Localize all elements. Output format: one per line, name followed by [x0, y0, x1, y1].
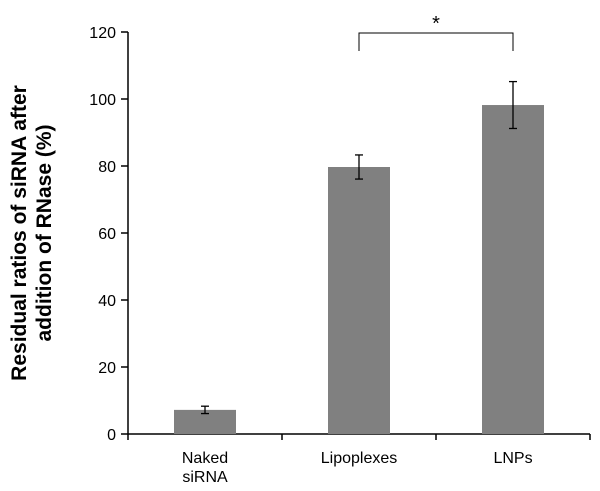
- y-axis: 0 20 40 60 80 100 120: [89, 25, 129, 444]
- significance-bracket: *: [358, 13, 514, 51]
- significance-line: [358, 32, 514, 51]
- error-bar: [355, 154, 363, 180]
- y-tick-label: 120: [89, 25, 116, 42]
- significance-label: *: [432, 13, 440, 35]
- x-tick-label: LNPs: [493, 450, 532, 467]
- y-axis-title: Residual ratios of siRNA afteraddition o…: [8, 85, 56, 381]
- y-axis-label: Residual ratios of siRNA afteraddition o…: [8, 85, 56, 381]
- y-tick-label: 80: [98, 159, 116, 176]
- error-bars: [201, 80, 517, 415]
- bars: [174, 105, 544, 434]
- bar: [328, 167, 390, 434]
- y-tick-label: 100: [89, 92, 116, 109]
- x-tick-label: Lipoplexes: [321, 450, 398, 467]
- y-tick-label: 0: [107, 427, 116, 444]
- x-tick-label: Naked siRNA: [182, 450, 228, 486]
- y-tick-label: 60: [98, 226, 116, 243]
- x-axis: Naked siRNA Lipoplexes LNPs: [127, 433, 591, 486]
- error-bar: [509, 80, 517, 130]
- bar: [482, 105, 544, 434]
- error-bar: [201, 405, 209, 415]
- y-tick-label: 20: [98, 360, 116, 377]
- y-tick-label: 40: [98, 293, 116, 310]
